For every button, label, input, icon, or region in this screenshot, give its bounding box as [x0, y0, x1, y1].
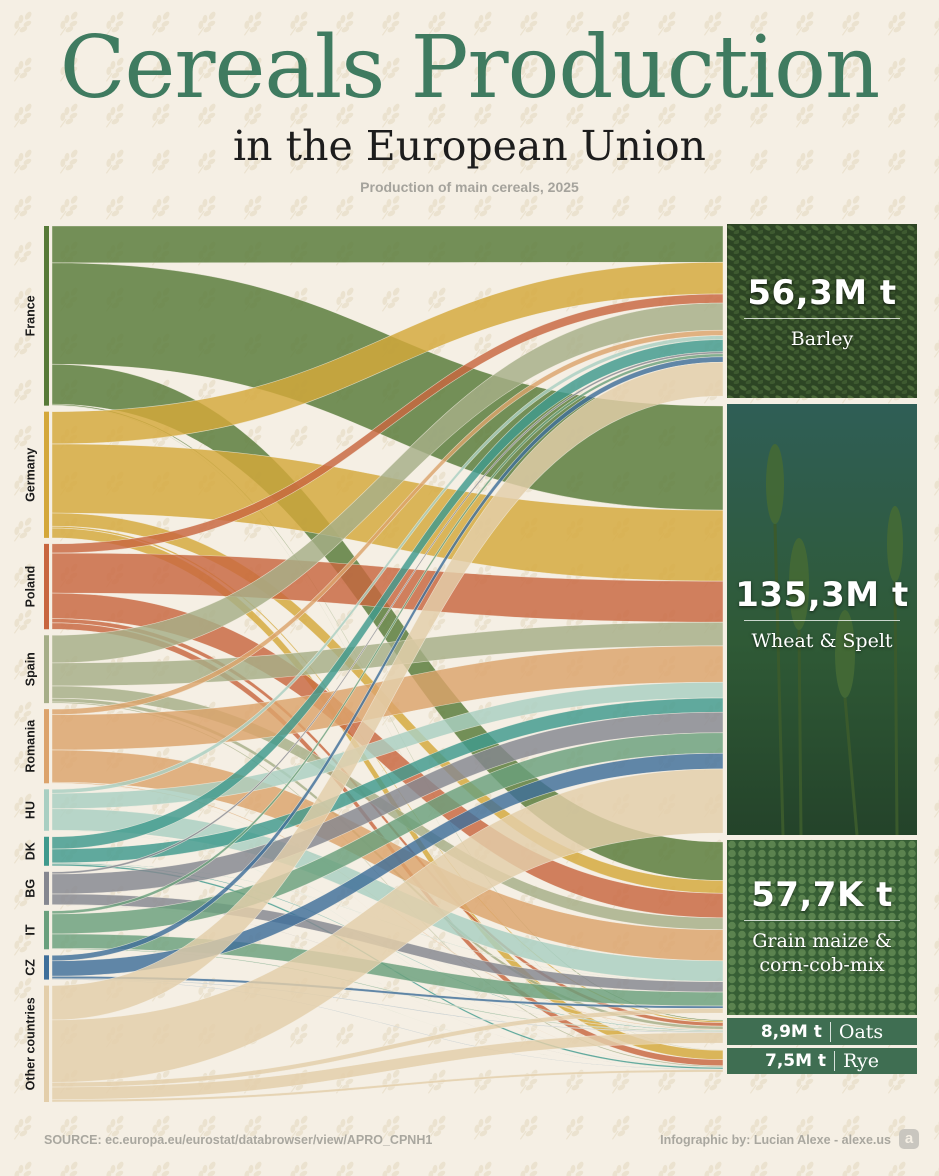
oats-texture [727, 1018, 917, 1045]
wheat-value: 135,3M t [735, 575, 909, 615]
country-bar-germany [44, 411, 49, 538]
crop-panel-rye: 7,5M t Rye [727, 1048, 917, 1074]
maize-name: Grain maize & corn-cob-mix [752, 930, 892, 976]
country-bar-france [44, 226, 49, 406]
flow-other-countries-barley [51, 361, 724, 1021]
country-labels: France Germany Poland Spain Romania HU DK BG IT C… [23, 295, 37, 1090]
country-bar-other-countries [44, 985, 49, 1102]
crop-panel-wheat: 135,3M t Wheat & Spelt [727, 404, 917, 835]
maize-divider [744, 920, 900, 921]
oats-separator [829, 1021, 831, 1042]
maize-cob-texture [727, 840, 917, 1015]
crop-panel-maize: 57,7K t Grain maize & corn-cob-mix [727, 840, 917, 1015]
barley-grain-texture [727, 224, 917, 398]
wheat-divider [744, 620, 900, 621]
country-bar-it [44, 910, 49, 950]
chart-title: Cereals Production [59, 18, 881, 118]
country-bar-spain [44, 635, 49, 704]
crop-panel-oats: 8,9M t Oats [727, 1018, 917, 1045]
rye-separator [834, 1051, 836, 1071]
country-label-hu: HU [23, 801, 37, 819]
country-bar-cz [44, 955, 49, 980]
chart-caption: Production of main cereals, 2025 [360, 179, 579, 195]
country-label-cz: CZ [23, 959, 37, 976]
country-bar-dk [44, 836, 49, 866]
country-bar-bg [44, 871, 49, 905]
barley-divider [744, 318, 900, 319]
country-label-germany: Germany [23, 448, 37, 502]
sankey-flows [51, 225, 724, 1103]
flow-other-countries-rye [51, 1069, 724, 1103]
country-label-dk: DK [23, 842, 37, 860]
flow-other-countries-maize [51, 1008, 724, 1088]
wheat-field-photo [727, 404, 917, 835]
flow-france-barley [51, 225, 724, 264]
wheat-name: Wheat & Spelt [751, 630, 893, 652]
flow-other-countries-oats [51, 1032, 724, 1100]
barley-value: 56,3M t [747, 273, 897, 313]
country-label-spain: Spain [23, 652, 37, 686]
rye-name: Rye [843, 1050, 880, 1072]
brand-logo: a [899, 1129, 919, 1149]
oats-name: Oats [838, 1020, 884, 1043]
country-label-it: IT [23, 924, 37, 935]
oats-value: 8,9M t [760, 1021, 822, 1042]
barley-name: Barley [790, 328, 854, 350]
country-bar-romania [44, 709, 49, 784]
country-label-other-countries: Other countries [23, 997, 37, 1090]
crop-panel-barley: 56,3M t Barley [727, 224, 917, 398]
maize-value: 57,7K t [751, 875, 893, 915]
country-bar-hu [44, 789, 49, 831]
country-label-poland: Poland [23, 566, 37, 608]
country-label-bg: BG [23, 879, 37, 898]
chart-subtitle: in the European Union [233, 122, 706, 170]
rye-texture [727, 1048, 917, 1074]
country-label-romania: Romania [23, 719, 37, 773]
country-label-france: France [23, 295, 37, 336]
infographic-credit: Infographic by: Lucian Alexe - alexe.us [660, 1133, 891, 1147]
flow-other-countries-wheat [51, 768, 724, 1083]
source-note: SOURCE: ec.europa.eu/eurostat/databrowse… [44, 1133, 433, 1147]
rye-value: 7,5M t [764, 1051, 827, 1071]
country-bar-poland [44, 543, 49, 630]
country-bars [44, 226, 49, 1102]
